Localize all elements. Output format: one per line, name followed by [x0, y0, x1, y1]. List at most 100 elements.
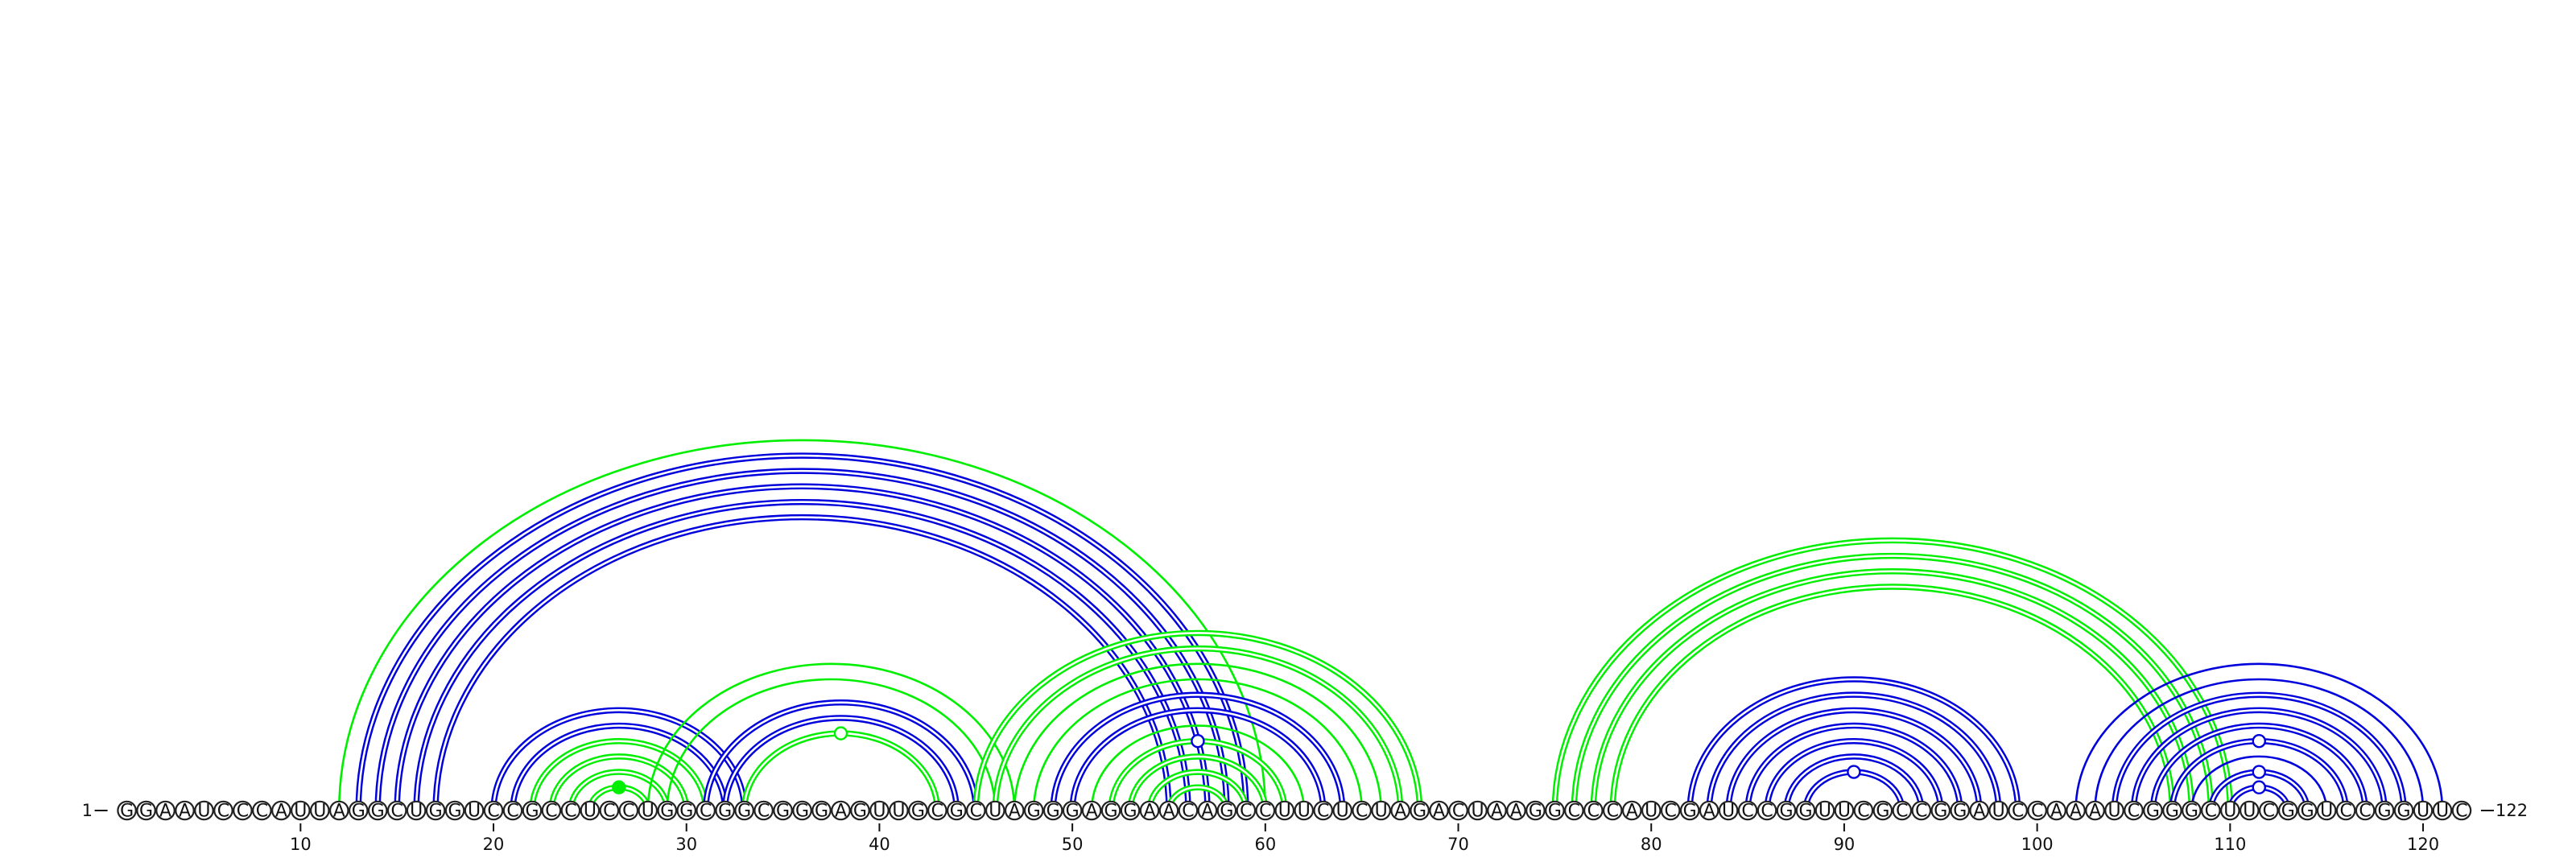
nucleotide-letter: A [2070, 802, 2082, 822]
tick-label-100: 100 [2021, 835, 2054, 854]
arc-104-119 [2111, 691, 2407, 811]
nucleotide-circle [927, 800, 947, 821]
nucleotide-letter: U [1722, 802, 1735, 822]
nucleotide-circle [1100, 800, 1121, 821]
nucleotide-letter: G [679, 802, 693, 822]
nucleotide-letter: C [564, 802, 576, 822]
nucleotide-letter: C [2359, 802, 2371, 822]
arc-108-115 [2190, 755, 2328, 811]
nucleotide-35: G [773, 800, 793, 822]
arc-inner [1707, 693, 2000, 811]
nucleotide-letter: U [584, 802, 597, 822]
nucleotide-letter: U [1992, 802, 2005, 822]
nucleotide-88: G [1795, 800, 1816, 822]
nucleotide-letter: G [660, 802, 674, 822]
nucleotide-67: A [1390, 800, 1410, 822]
arc-24-29 [568, 769, 671, 811]
nucleotide-circle [1332, 800, 1353, 821]
nucleotide-8: C [252, 800, 272, 822]
nucleotide-circle [1872, 800, 1893, 821]
tick-label-70: 70 [1447, 835, 1469, 854]
nucleotide-letter: C [237, 802, 249, 822]
nucleotide-63: C [1313, 800, 1334, 822]
nucleotide-letter: U [1298, 802, 1311, 822]
nucleotide-18: G [444, 800, 465, 822]
nucleotide-letter: G [911, 802, 925, 822]
nucleotide-letter: G [1876, 802, 1889, 822]
nucleotide-letter: U [410, 802, 423, 822]
nucleotide-letter: G [776, 802, 790, 822]
nucleotide-circle [522, 800, 543, 821]
nucleotide-letter: C [622, 802, 634, 822]
nucleotide-26: C [599, 800, 620, 822]
arc-inner [1051, 693, 1344, 811]
nucleotide-circle [1178, 800, 1199, 821]
nucleotide-circle [2297, 800, 2318, 821]
nucleotide-circle [117, 800, 137, 821]
nucleotide-circle [1274, 800, 1295, 821]
nucleotide-40: U [869, 800, 890, 822]
arc-50-63 [1069, 707, 1327, 811]
nucleotide-circle [2124, 800, 2144, 821]
arc-85-96 [1744, 722, 1963, 811]
nucleotide-circle [1545, 800, 1565, 821]
arc-inner [492, 709, 745, 811]
nucleotide-letter: U [2417, 802, 2429, 822]
nucleotide-66: U [1371, 800, 1391, 822]
nucleotide-circle [811, 800, 832, 821]
nucleotide-circle [1583, 800, 1604, 821]
arc-20-33 [490, 707, 748, 811]
nucleotide-89: U [1814, 800, 1835, 822]
nucleotide-74: G [1525, 800, 1546, 822]
nucleotide-64: U [1332, 800, 1353, 822]
nucleotide-letter: A [275, 802, 287, 822]
nucleotide-52: G [1100, 800, 1121, 822]
nucleotide-circle [252, 800, 272, 821]
nucleotide-letter: C [758, 802, 770, 822]
nucleotide-letter: C [1452, 802, 1464, 822]
nucleotide-103: A [2085, 800, 2105, 822]
nucleotide-circle [1390, 800, 1410, 821]
arc-outer [355, 452, 1249, 811]
nucleotide-29: G [657, 800, 678, 822]
nucleotide-letter: G [525, 802, 539, 822]
nucleotide-10: U [291, 800, 311, 822]
nucleotide-circle [348, 800, 369, 821]
nucleotide-letter: G [1548, 802, 1562, 822]
nucleotide-57: A [1197, 800, 1218, 822]
end-label: 122 [2496, 801, 2528, 820]
nucleotide-letter: U [1336, 802, 1349, 822]
nucleotide-letter: C [1857, 802, 1869, 822]
nucleotide-60: C [1255, 800, 1276, 822]
tick-label-10: 10 [290, 835, 312, 854]
nucleotide-5: U [194, 800, 214, 822]
nucleotide-circle [136, 800, 156, 821]
nucleotide-circle [1699, 800, 1719, 821]
nucleotide-65: C [1352, 800, 1372, 822]
nucleotide-circle [1718, 800, 1739, 821]
nucleotide-letter: U [642, 802, 654, 822]
nucleotide-circle [464, 800, 485, 821]
nucleotide-letter: G [1934, 802, 1947, 822]
nucleotide-circle [1795, 800, 1816, 821]
arc-45-68 [972, 629, 1423, 811]
nucleotide-78: C [1602, 800, 1623, 822]
nucleotide-circle [1892, 800, 1913, 821]
nucleotide-circle [2104, 800, 2124, 821]
nucleotide-letter: U [892, 802, 905, 822]
nucleotide-letter: G [853, 802, 867, 822]
nucleotide-98: U [1988, 800, 2008, 822]
nucleotide-12: A [328, 800, 349, 822]
arc-47-66 [1013, 662, 1382, 811]
nucleotide-letter: U [989, 802, 1001, 822]
nucleotide-106: G [2143, 800, 2163, 822]
nucleotide-letter: C [1259, 802, 1271, 822]
nucleotide-17: G [425, 800, 446, 822]
nucleotide-15: C [386, 800, 407, 822]
nucleotide-letter: A [1394, 802, 1406, 822]
nucleotide-circle [1911, 800, 1932, 821]
nucleotide-22: G [522, 800, 543, 822]
nucleotide-50: G [1062, 800, 1083, 822]
nucleotide-21: C [502, 800, 523, 822]
nucleotide-letter: C [1741, 802, 1753, 822]
